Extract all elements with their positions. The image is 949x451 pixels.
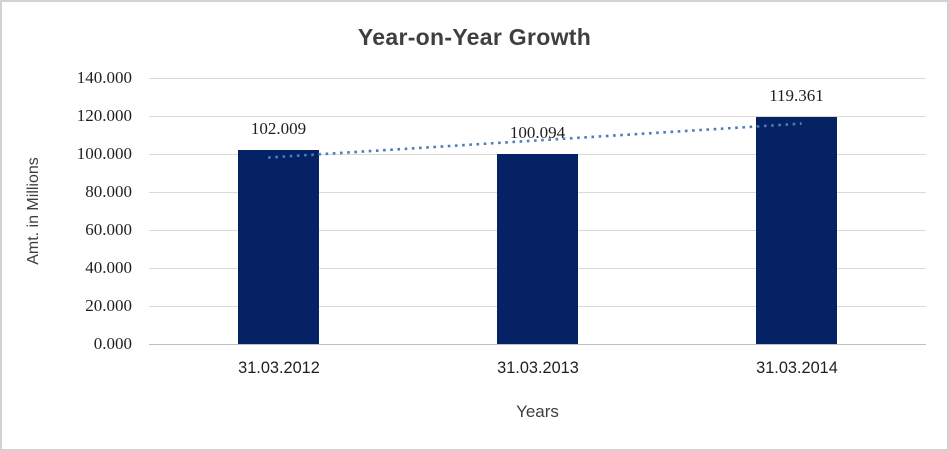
y-tick-label: 120.000 <box>76 106 132 125</box>
x-tick-label: 31.03.2012 <box>237 358 320 377</box>
bar <box>238 150 319 344</box>
y-tick-label: 40.000 <box>85 258 132 277</box>
x-axis-title: Years <box>516 402 559 421</box>
y-tick-label: 140.000 <box>76 68 132 87</box>
bar-value-label: 100.094 <box>509 122 566 142</box>
y-tick-label: 20.000 <box>85 296 132 315</box>
bar-value-label: 102.009 <box>250 119 307 139</box>
bar <box>497 153 578 344</box>
x-axis-line <box>149 344 926 345</box>
y-tick-label: 100.000 <box>76 144 132 163</box>
x-tick-label: 31.03.2014 <box>755 358 838 377</box>
y-tick-label: 0.000 <box>93 334 132 353</box>
bar <box>756 117 837 344</box>
gridline <box>149 78 926 79</box>
bar-value-label: 119.361 <box>769 86 824 106</box>
chart-title: Year-on-Year Growth <box>357 24 592 50</box>
gridline <box>149 116 926 117</box>
y-axis-title: Amt. in Millions <box>25 157 42 265</box>
y-tick-label: 60.000 <box>85 220 132 239</box>
y-tick-label: 80.000 <box>85 182 132 201</box>
x-tick-label: 31.03.2013 <box>496 358 579 377</box>
